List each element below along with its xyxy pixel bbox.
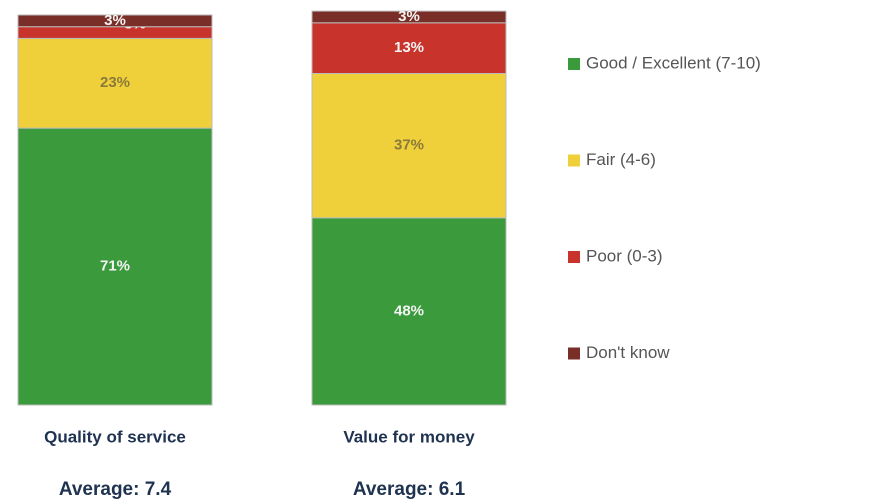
value-label: 48%	[394, 302, 424, 319]
bar-segment	[17, 37, 213, 129]
bar-segment	[17, 127, 213, 406]
legend-swatch	[568, 251, 580, 263]
legend-label: Fair (4-6)	[586, 150, 656, 169]
value-label: 3%	[398, 8, 420, 25]
legend-swatch	[568, 58, 580, 70]
legend-label: Don't know	[586, 343, 670, 362]
category-label: Value for money	[343, 427, 475, 446]
average-label: Average: 6.1	[353, 479, 466, 500]
bar-segment	[311, 217, 507, 406]
category-label: Quality of service	[44, 427, 186, 446]
bar-segment	[17, 14, 213, 28]
value-label: 23%	[100, 74, 130, 91]
average-label: Average: 7.4	[59, 479, 172, 500]
bar-segment	[311, 10, 507, 24]
legend-swatch	[568, 347, 580, 360]
legend-label: Poor (0-3)	[586, 246, 663, 265]
legend-label: Good / Excellent (7-10)	[586, 53, 761, 72]
value-label: 3%	[104, 12, 126, 29]
value-label: 37%	[394, 137, 424, 154]
value-label: 71%	[100, 258, 130, 275]
value-label: 13%	[394, 39, 424, 56]
legend-swatch	[568, 154, 580, 167]
